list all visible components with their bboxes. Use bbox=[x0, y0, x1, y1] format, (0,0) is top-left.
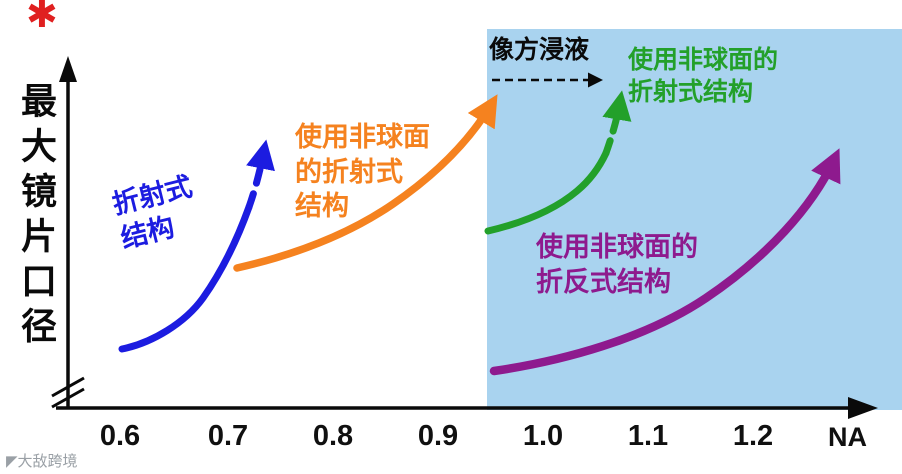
green-curve-label: 使用非球面的 折射式结构 bbox=[628, 46, 779, 106]
purple-curve-label: 使用非球面的 折反式结构 bbox=[536, 232, 698, 297]
x-axis-arrowhead-icon bbox=[848, 397, 878, 419]
curve-green-solid bbox=[484, 149, 610, 235]
x-tick-label: 1.2 bbox=[732, 420, 774, 452]
x-tick-label: 1.1 bbox=[627, 420, 669, 452]
x-tick-label: 0.8 bbox=[312, 420, 354, 452]
y-axis-label: 最大镜片口径 bbox=[16, 82, 57, 352]
y-axis-arrowhead-icon bbox=[59, 56, 77, 82]
footnote-asterisk: ✱ bbox=[26, 0, 58, 36]
immersion-region bbox=[487, 29, 902, 410]
x-tick-label: 1.0 bbox=[522, 420, 564, 452]
axis-break-icon bbox=[51, 376, 85, 409]
curve-orange bbox=[233, 94, 498, 272]
curve-blue-solid bbox=[118, 203, 253, 353]
curve-blue-dashed-tip bbox=[245, 139, 275, 211]
x-tick-label: 0.7 bbox=[207, 420, 249, 452]
immersion-label: 像方浸液 bbox=[489, 36, 590, 64]
x-tick-label: 0.6 bbox=[99, 420, 141, 452]
curve-purple bbox=[489, 148, 841, 376]
x-axis-label: NA bbox=[828, 422, 867, 452]
x-tick-label: 0.9 bbox=[417, 420, 459, 452]
curve-green-dashed-tip bbox=[602, 90, 632, 157]
watermark: ◤大敌跨境 bbox=[6, 453, 78, 470]
orange-curve-label: 使用非球面 的折射式 结构 bbox=[295, 122, 430, 222]
